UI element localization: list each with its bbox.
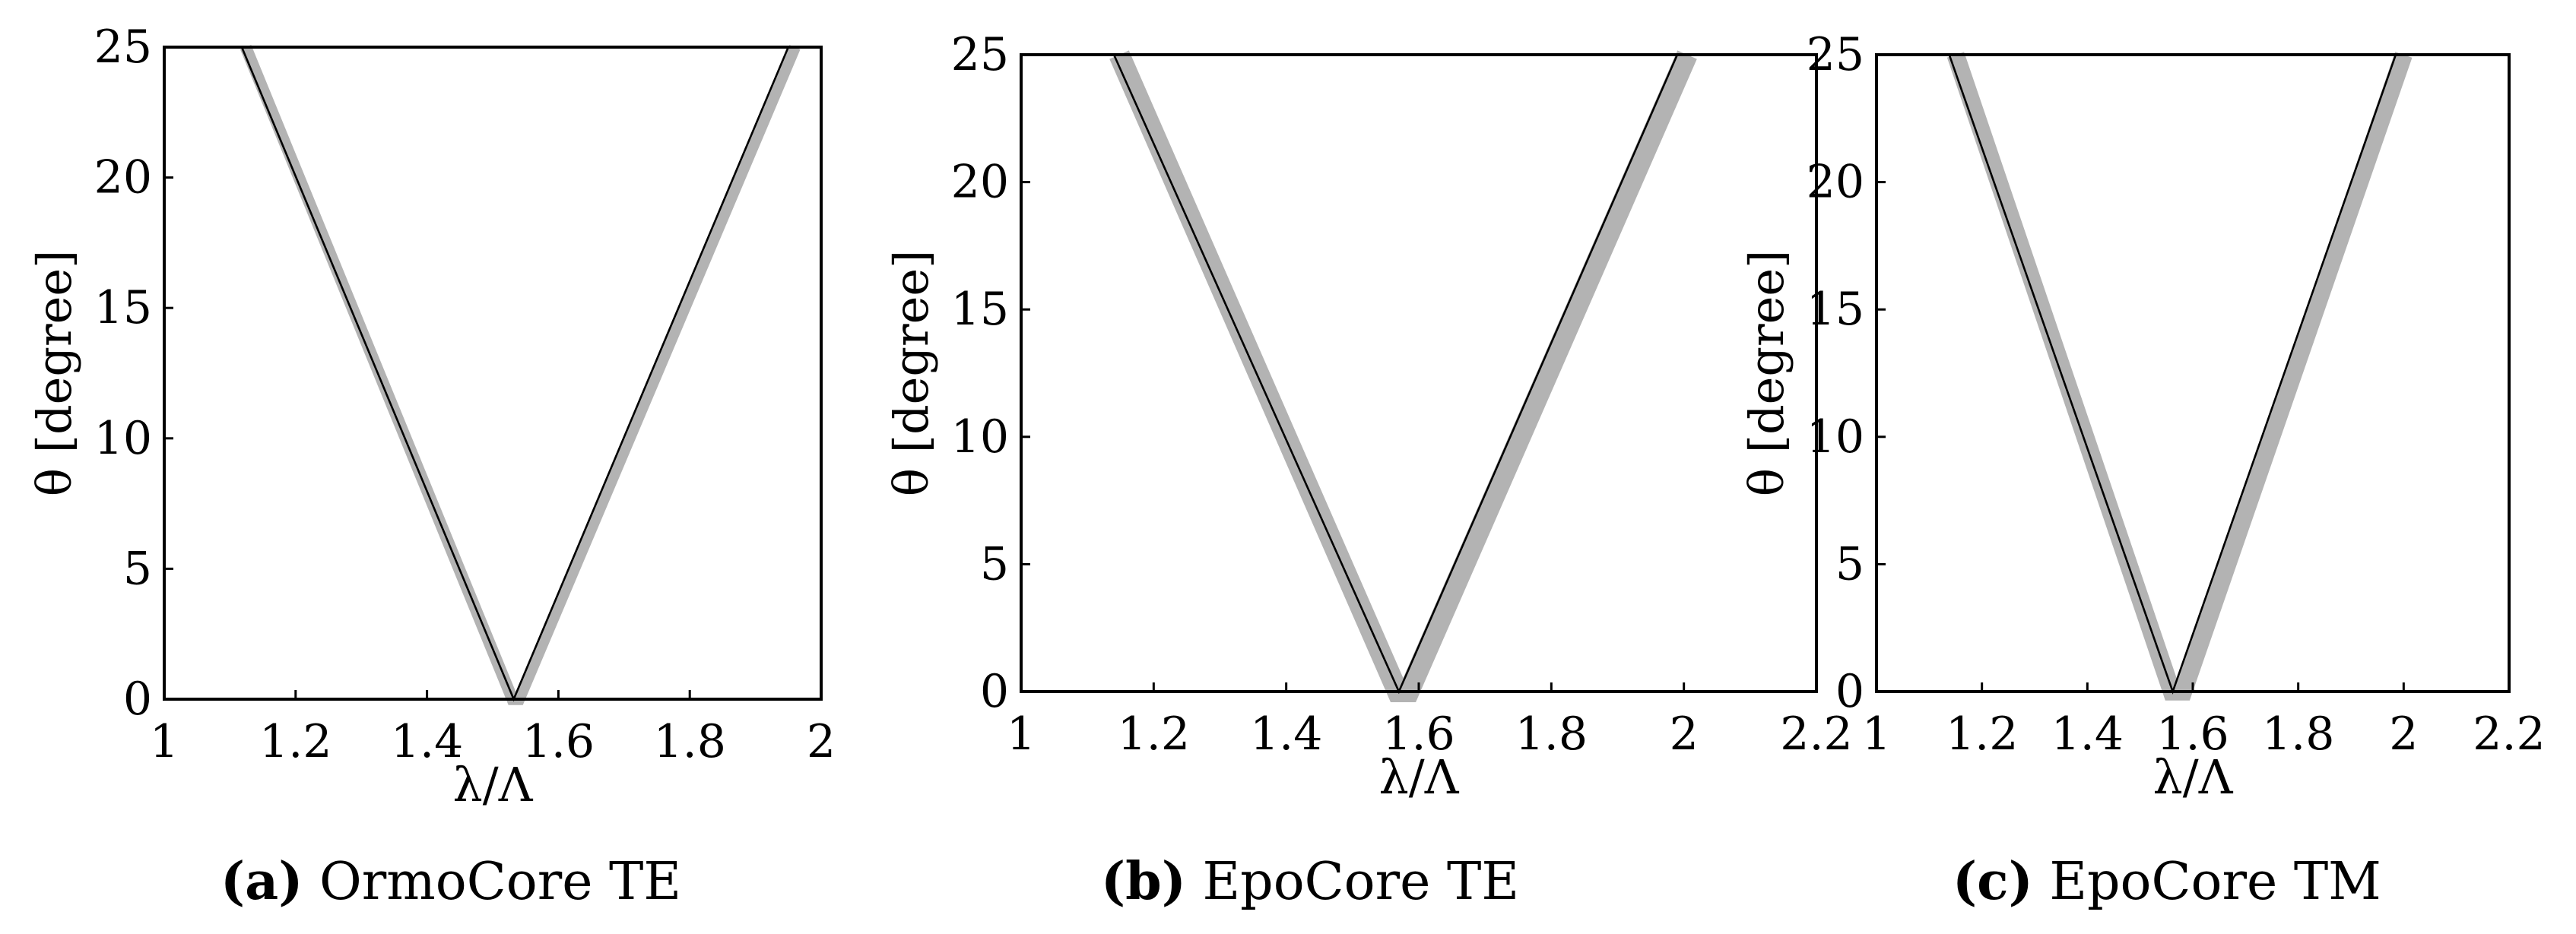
resonance-line [1948, 54, 2397, 695]
y-tick-label: 20 [94, 151, 152, 204]
caption-text: OrmoCore TE [319, 852, 682, 912]
resonance-line [240, 46, 789, 702]
y-tick-label: 20 [1807, 156, 1864, 209]
x-tick-label: 1.4 [1250, 708, 1322, 761]
plot-frame [1875, 53, 2511, 693]
x-tick-label: 1.2 [259, 715, 332, 768]
x-tick-label: 1.4 [391, 715, 463, 768]
caption-tag: (c) [1953, 851, 2033, 912]
y-tick-label: 0 [123, 673, 152, 726]
x-tick-label: 1.8 [2262, 708, 2334, 761]
x-tick-label: 1.4 [2051, 708, 2124, 761]
x-tick-label: 1 [1007, 708, 1036, 761]
y-axis-label: θ [degree] [884, 250, 939, 497]
x-tick-label: 1 [1862, 708, 1891, 761]
caption-tag: (a) [220, 851, 303, 912]
x-tick-label: 1.8 [653, 715, 725, 768]
y-tick-label: 25 [1807, 28, 1864, 81]
y-tick-label: 0 [1835, 665, 1864, 718]
x-axis-label: λ/Λ [453, 757, 534, 812]
caption-text: EpoCore TE [1202, 852, 1519, 912]
x-tick-label: 1.2 [1946, 708, 2018, 761]
y-tick-label: 15 [951, 283, 1009, 336]
y-tick-label: 5 [123, 542, 152, 595]
x-tick-label: 2 [2389, 708, 2418, 761]
y-tick-label: 10 [1807, 410, 1864, 464]
caption-text: EpoCore TM [2049, 852, 2381, 912]
plot-frame [163, 46, 823, 701]
x-tick-label: 1.8 [1515, 708, 1588, 761]
chart-panel-b: 1 1.2 1.4 1.6 1.8 2 2.2 0 5 10 15 20 25 λ/Λ θ [degree] [884, 28, 1853, 805]
x-tick-label: 1.6 [1382, 708, 1455, 761]
x-axis-label: λ/Λ [2153, 749, 2234, 805]
y-tick-label: 20 [951, 156, 1009, 209]
x-tick-label: 1 [150, 715, 179, 768]
y-tick-label: 10 [94, 412, 152, 465]
tolerance-band [1946, 52, 2413, 701]
y-tick-label: 25 [94, 21, 152, 74]
y-axis-label: θ [degree] [27, 250, 82, 497]
caption-a: (a) OrmoCore TE [220, 851, 681, 912]
tolerance-band [1109, 50, 1697, 702]
resonance-line [1112, 54, 1679, 695]
y-axis-label: θ [degree] [1739, 250, 1794, 497]
plot-frame [1020, 53, 1818, 693]
x-tick-label: 2.2 [1780, 708, 1852, 761]
x-tick-label: 1.6 [522, 715, 595, 768]
caption-c: (c) EpoCore TM [1953, 851, 2381, 912]
y-tick-label: 15 [1807, 283, 1864, 336]
y-tick-label: 10 [951, 410, 1009, 464]
x-tick-label: 2 [1670, 708, 1699, 761]
caption-b: (b) EpoCore TE [1101, 851, 1519, 912]
y-tick-label: 5 [980, 537, 1009, 590]
y-tick-label: 5 [1835, 537, 1864, 590]
caption-tag: (b) [1101, 851, 1186, 912]
tolerance-band [240, 44, 801, 705]
x-tick-label: 2.2 [2473, 708, 2545, 761]
x-tick-label: 1.6 [2156, 708, 2229, 761]
y-tick-label: 25 [951, 28, 1009, 81]
x-axis-label: λ/Λ [1379, 749, 1460, 805]
y-tick-label: 15 [94, 281, 152, 334]
x-tick-label: 1.2 [1118, 708, 1190, 761]
y-tick-label: 0 [980, 665, 1009, 718]
x-tick-label: 2 [807, 715, 836, 768]
